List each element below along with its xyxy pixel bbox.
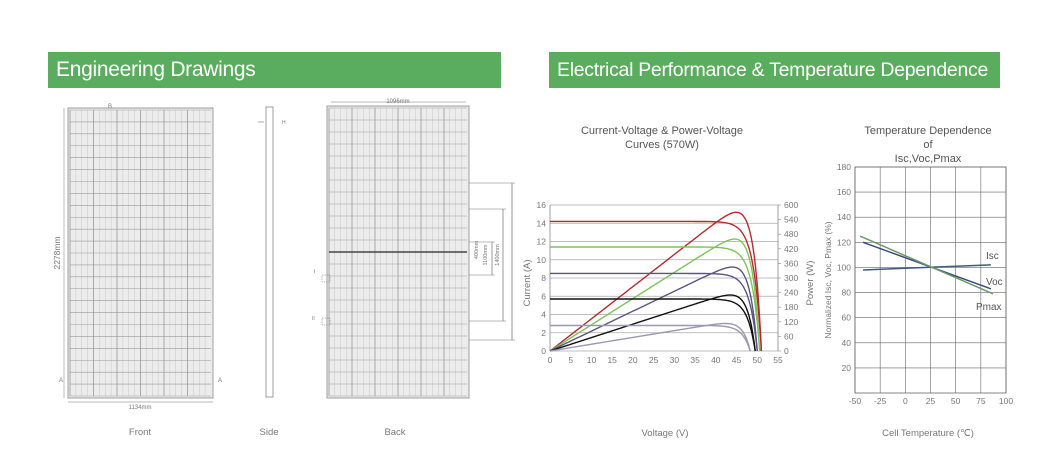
iv-ytick: 10	[537, 255, 547, 265]
iv-ytick: 16	[537, 200, 547, 210]
detail-ii: II	[312, 316, 315, 322]
iv-y2tick: 360	[784, 258, 798, 268]
temp-ytick: 180	[837, 162, 851, 172]
iv-xtick: 10	[587, 355, 597, 365]
section-a-left: A	[59, 378, 63, 384]
temp-xtick: -25	[874, 396, 887, 406]
temp-xlabel: Cell Temperature (℃)	[882, 428, 974, 439]
temp-ytick: 140	[837, 212, 851, 222]
iv-y2tick: 180	[784, 302, 798, 312]
pv-curve-0	[549, 211, 763, 352]
back-label: Back	[384, 427, 406, 438]
iv-xtick: 50	[753, 355, 763, 365]
iv-xtick: 5	[568, 355, 573, 365]
temp-title-line1: Temperature Dependence of	[864, 125, 992, 151]
section-a-right: A	[218, 378, 222, 384]
temp-title-line2: Isc,Voc,Pmax	[894, 153, 962, 165]
temp-ytick: 80	[842, 288, 852, 298]
front-label: Front	[128, 427, 152, 438]
front-width-dim: 1134mm	[129, 405, 152, 411]
iv-ytick: 0	[541, 346, 546, 356]
electrical-performance-header: Electrical Performance & Temperature Dep…	[549, 52, 1000, 88]
iv-ytick: 8	[541, 273, 546, 283]
pv-curve-4	[549, 322, 751, 352]
iv-xtick: 15	[607, 355, 617, 365]
iv-ytick: 2	[541, 328, 546, 338]
iv-curve-0	[550, 220, 763, 352]
iv-y2tick: 600	[784, 200, 798, 210]
temp-xtick: 75	[976, 396, 986, 406]
temp-xtick: 0	[903, 396, 908, 406]
iv-curve-4	[550, 324, 751, 352]
iv-xtick: 20	[628, 355, 638, 365]
iv-curve-2	[550, 272, 758, 352]
iv-y2tick: 420	[784, 244, 798, 254]
iv-y2tick: 480	[784, 229, 798, 239]
temp-xtick: 50	[951, 396, 961, 406]
temp-xtick: -50	[849, 396, 862, 406]
side-label: Side	[259, 427, 279, 438]
iv-xtick: 40	[711, 355, 721, 365]
back-panel	[326, 105, 470, 399]
iv-xtick: 0	[548, 355, 553, 365]
dim-1100: 1100mm	[483, 244, 489, 265]
iv-y2tick: 240	[784, 288, 798, 298]
iv-xlabel: Voltage (V)	[642, 428, 689, 439]
dim-400: 400mm	[474, 240, 480, 259]
iv-y2tick: 540	[784, 215, 798, 225]
temp-ylabel: Normalized Isc, Voc, Pmax (%)	[823, 221, 833, 338]
pv-curve-3	[549, 294, 756, 352]
iv-y2tick: 60	[784, 331, 794, 341]
temp-label-pmax: Pmax	[976, 302, 1002, 313]
detail-i: I	[314, 269, 315, 275]
detail-ii-box	[321, 317, 331, 326]
temp-line-isc	[863, 264, 991, 271]
iv-title-line1: Current-Voltage & Power-Voltage	[580, 125, 744, 137]
engineering-drawings-header: Engineering Drawings	[48, 52, 501, 88]
side-profile	[265, 106, 274, 398]
front-panel	[67, 107, 214, 399]
pv-curve-1	[549, 238, 761, 352]
temp-ytick: 60	[842, 313, 852, 323]
pv-curve-2	[549, 266, 758, 352]
iv-curve-1	[550, 246, 761, 352]
iv-xtick: 55	[773, 355, 783, 365]
temp-xtick: 100	[999, 396, 1013, 406]
iv-ytick: 6	[541, 291, 546, 301]
temp-label-isc: Isc	[986, 251, 999, 262]
iv-y2tick: 0	[784, 346, 789, 356]
temp-ytick: 100	[837, 262, 851, 272]
iv-y2tick: 120	[784, 317, 798, 327]
iv-curve-3	[550, 298, 756, 352]
iv-chart-title: Current-Voltage & Power-Voltage Curves (…	[581, 124, 743, 152]
temp-ytick: 40	[842, 338, 852, 348]
iv-title-line2: Curves (570W)	[625, 139, 699, 151]
iv-xtick: 30	[670, 355, 680, 365]
detail-i-box	[321, 274, 331, 283]
iv-ylabel: Current (A)	[522, 260, 533, 307]
dim-1400: 1400mm	[495, 244, 501, 266]
temp-ytick: 120	[837, 237, 851, 247]
iv-xtick: 25	[649, 355, 659, 365]
temp-ytick: 160	[837, 187, 851, 197]
front-height-dim: 2278mm	[52, 236, 62, 269]
iv-ytick: 12	[537, 237, 547, 247]
iv-ytick: 4	[541, 310, 546, 320]
temp-line-pmax	[859, 235, 994, 295]
section-b: B	[108, 104, 112, 110]
temp-xtick: 25	[926, 396, 936, 406]
iv-y2tick: 300	[784, 273, 798, 283]
iv-ytick: 14	[537, 218, 547, 228]
side-h: H	[282, 120, 286, 126]
iv-y2label: Power (W)	[805, 261, 816, 306]
temp-label-voc: Voc	[986, 277, 1003, 288]
iv-xtick: 35	[690, 355, 700, 365]
temp-chart-title: Temperature Dependence of Isc,Voc,Pmax	[863, 124, 994, 166]
temp-ytick: 20	[842, 363, 852, 373]
iv-xtick: 45	[732, 355, 742, 365]
